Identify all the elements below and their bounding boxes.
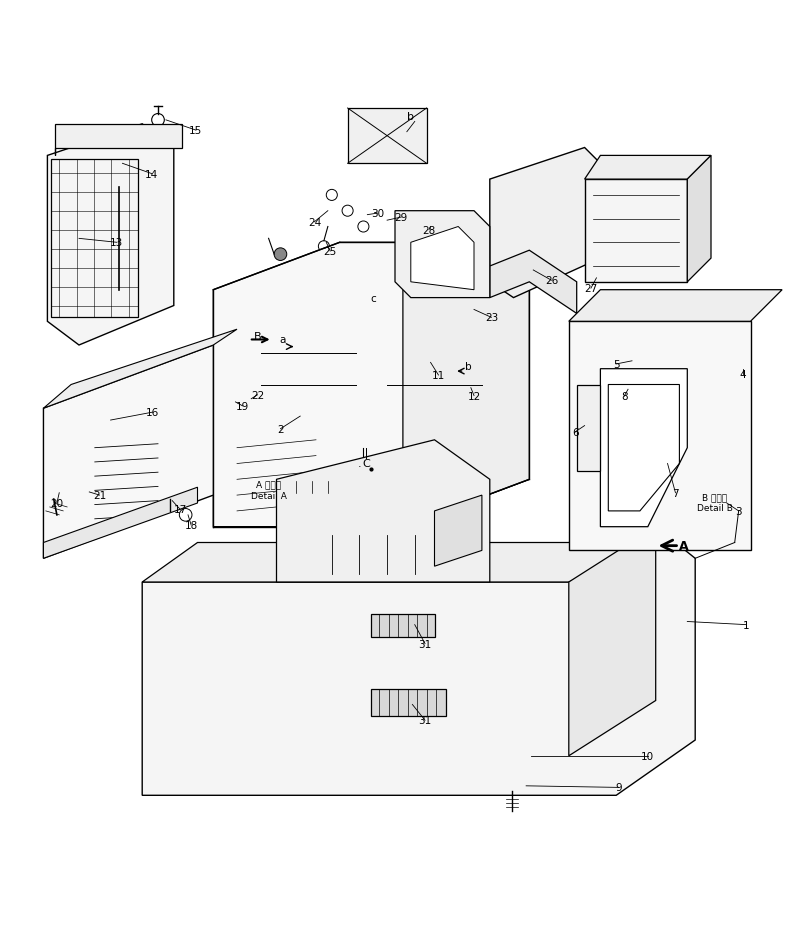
Text: 30: 30	[371, 209, 384, 219]
Text: 12: 12	[468, 391, 480, 401]
Text: A 詳細図: A 詳細図	[256, 480, 281, 489]
Text: a: a	[280, 335, 286, 345]
Text: A: A	[679, 539, 689, 552]
Text: b: b	[465, 361, 472, 371]
Polygon shape	[142, 527, 695, 795]
Text: 29: 29	[395, 213, 408, 223]
Text: Detail B: Detail B	[697, 504, 733, 512]
Text: 25: 25	[324, 247, 337, 257]
Polygon shape	[577, 385, 600, 472]
Polygon shape	[600, 369, 687, 527]
Text: b: b	[408, 111, 414, 122]
Text: 10: 10	[641, 751, 654, 761]
Text: Detail A: Detail A	[250, 491, 287, 500]
Circle shape	[46, 483, 62, 499]
Text: 18: 18	[185, 521, 198, 531]
Text: 13: 13	[111, 238, 123, 248]
Circle shape	[274, 249, 287, 261]
Polygon shape	[569, 527, 656, 756]
Text: 7: 7	[672, 488, 679, 498]
Polygon shape	[403, 243, 529, 527]
Bar	[387, 322, 482, 424]
Polygon shape	[411, 227, 474, 290]
Text: 31: 31	[419, 715, 431, 726]
Polygon shape	[47, 124, 174, 345]
Text: 1: 1	[743, 620, 750, 630]
Text: 14: 14	[145, 170, 158, 179]
Text: 19: 19	[236, 402, 249, 411]
Text: C: C	[362, 459, 370, 469]
Polygon shape	[585, 180, 687, 282]
Polygon shape	[569, 290, 782, 322]
Text: c: c	[370, 293, 376, 303]
Polygon shape	[43, 345, 213, 559]
Text: 11: 11	[432, 370, 445, 380]
Polygon shape	[435, 496, 482, 567]
Text: 6: 6	[572, 428, 578, 437]
Polygon shape	[213, 243, 529, 527]
Polygon shape	[371, 689, 446, 716]
Text: 27: 27	[585, 284, 597, 294]
Text: 23: 23	[485, 313, 498, 323]
Polygon shape	[276, 440, 490, 583]
Polygon shape	[348, 109, 427, 164]
Text: 15: 15	[190, 126, 202, 136]
Text: 28: 28	[423, 226, 435, 236]
Text: 17: 17	[174, 505, 186, 515]
Polygon shape	[569, 322, 750, 551]
Polygon shape	[55, 124, 182, 156]
Text: 3: 3	[735, 507, 742, 516]
Polygon shape	[43, 488, 198, 559]
Bar	[261, 314, 356, 424]
Text: 2: 2	[277, 424, 284, 434]
Polygon shape	[585, 156, 711, 180]
Text: 5: 5	[613, 359, 619, 369]
Text: 16: 16	[146, 407, 159, 418]
Polygon shape	[490, 148, 600, 298]
Text: 26: 26	[545, 276, 558, 286]
Text: ·: ·	[358, 461, 361, 471]
Polygon shape	[490, 251, 577, 314]
Ellipse shape	[536, 217, 547, 238]
Text: 8: 8	[621, 392, 627, 402]
Text: 22: 22	[251, 391, 264, 400]
Polygon shape	[371, 614, 434, 638]
Text: B: B	[254, 331, 261, 342]
Polygon shape	[687, 156, 711, 282]
Text: 21: 21	[93, 491, 106, 500]
Text: 20: 20	[51, 498, 63, 509]
Text: B 詳細図: B 詳細図	[702, 493, 728, 502]
Text: 4: 4	[739, 370, 746, 380]
Text: 31: 31	[419, 639, 431, 649]
Polygon shape	[43, 329, 237, 408]
Text: 9: 9	[615, 782, 622, 793]
Text: 24: 24	[308, 217, 321, 227]
Polygon shape	[142, 488, 695, 583]
Polygon shape	[395, 212, 490, 298]
